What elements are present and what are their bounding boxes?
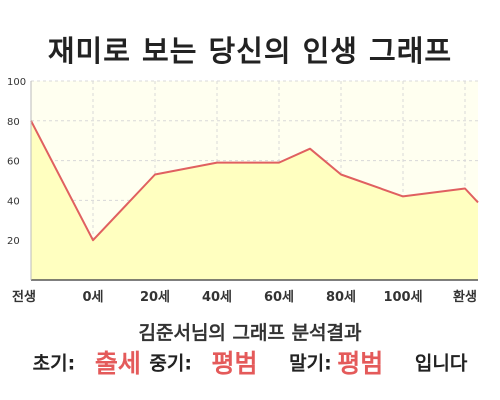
x-tick-label: 100세 <box>383 290 422 305</box>
area-fill <box>31 120 478 280</box>
y-tick-label: 40 <box>7 196 20 207</box>
series-line <box>30 120 479 242</box>
y-tick-label: 60 <box>7 157 20 168</box>
early-value: 출세 <box>94 349 141 378</box>
x-tick-labels: 전생 0세 20세 40세 60세 80세 100세 환생 <box>12 289 477 305</box>
x-tick-label: 80세 <box>326 290 356 305</box>
chart-title: 재미로 보는 당신의 인생 그래프 <box>47 34 453 68</box>
y-tick-label: 100 <box>7 77 26 88</box>
y-tick-label: 20 <box>7 236 20 247</box>
x-tick-label: 0세 <box>82 290 103 305</box>
y-tick-label: 80 <box>7 117 20 128</box>
analysis-subtitle: 김준서님의 그래프 분석결과 <box>138 322 362 344</box>
x-tick-label: 전생 <box>12 289 36 305</box>
analysis-result: 초기: 출세 중기: 평범 말기: 평범 입니다 <box>0 344 500 384</box>
late-value: 평범 <box>337 349 384 378</box>
late-label: 말기: <box>289 352 332 375</box>
mid-value: 평범 <box>211 349 258 378</box>
mid-label: 중기: <box>149 352 192 375</box>
x-tick-label: 20세 <box>140 290 170 305</box>
y-tick-labels: 20 40 60 80 100 <box>7 77 26 247</box>
result-suffix: 입니다 <box>414 352 468 375</box>
x-tick-label: 환생 <box>453 289 477 305</box>
early-label: 초기: <box>32 352 76 375</box>
x-tick-label: 40세 <box>202 290 232 305</box>
x-tick-label: 60세 <box>264 290 294 305</box>
